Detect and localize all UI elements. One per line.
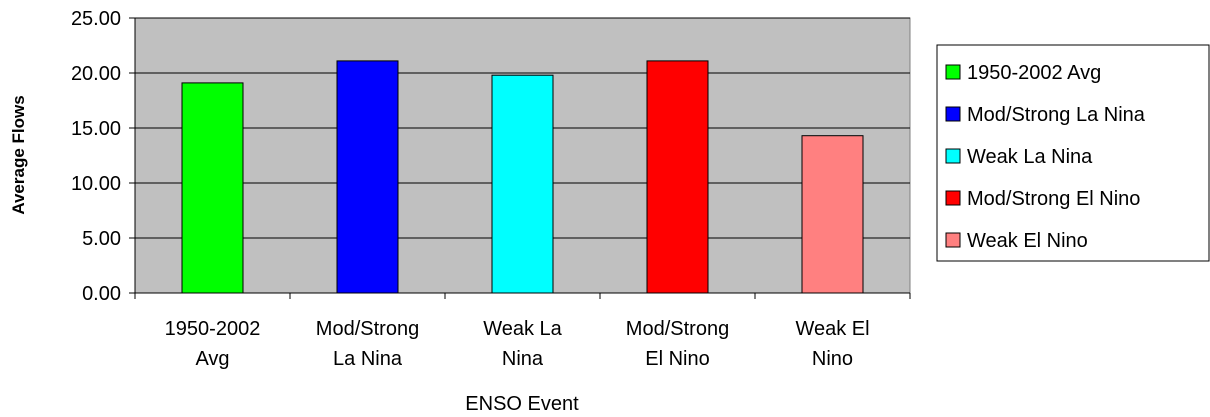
legend-label: Weak El Nino: [967, 230, 1088, 252]
legend-label: Mod/Strong La Nina: [967, 104, 1146, 126]
legend-swatch: [945, 148, 961, 164]
x-tick-label: La Nina: [333, 348, 403, 370]
x-tick-label: El Nino: [645, 348, 709, 370]
y-tick-label: 0.00: [82, 283, 121, 305]
y-tick-labels: 0.00 5.00 10.00 15.00 20.00 25.00: [71, 8, 121, 305]
x-tick-label: Avg: [195, 348, 229, 370]
legend-label: 1950-2002 Avg: [967, 62, 1101, 84]
legend-swatch: [945, 232, 961, 248]
legend: 1950-2002 Avg Mod/Strong La Nina Weak La N…: [936, 44, 1210, 262]
x-tick-label: Mod/Strong: [626, 318, 729, 340]
legend-label: Mod/Strong El Nino: [967, 188, 1140, 210]
bar: [181, 82, 244, 294]
y-tick-label: 25.00: [71, 8, 121, 30]
x-axis-title: ENSO Event: [465, 393, 579, 415]
bar: [801, 135, 864, 294]
bar: [336, 60, 399, 294]
x-tick-label: Weak La: [483, 318, 562, 340]
axes: [129, 17, 911, 299]
x-tick-labels: 1950-2002 Avg Mod/Strong La Nina Weak La Nina…: [165, 318, 870, 370]
y-tick-label: 15.00: [71, 118, 121, 140]
x-tick-label: Nino: [812, 348, 853, 370]
legend-swatch: [945, 106, 961, 122]
y-axis-title: Average Flows: [9, 95, 28, 214]
x-tick-label: Weak El: [795, 318, 869, 340]
bar: [491, 74, 554, 294]
legend-swatch: [945, 64, 961, 80]
bar: [646, 60, 709, 294]
x-tick-label: Nina: [502, 348, 544, 370]
x-tick-label: Mod/Strong: [316, 318, 419, 340]
bars: [181, 60, 864, 294]
legend-swatch: [945, 190, 961, 206]
x-tick-label: 1950-2002: [165, 318, 261, 340]
legend-box: [936, 44, 1210, 262]
legend-label: Weak La Nina: [967, 146, 1093, 168]
y-tick-label: 20.00: [71, 63, 121, 85]
y-tick-label: 5.00: [82, 228, 121, 250]
y-tick-label: 10.00: [71, 173, 121, 195]
